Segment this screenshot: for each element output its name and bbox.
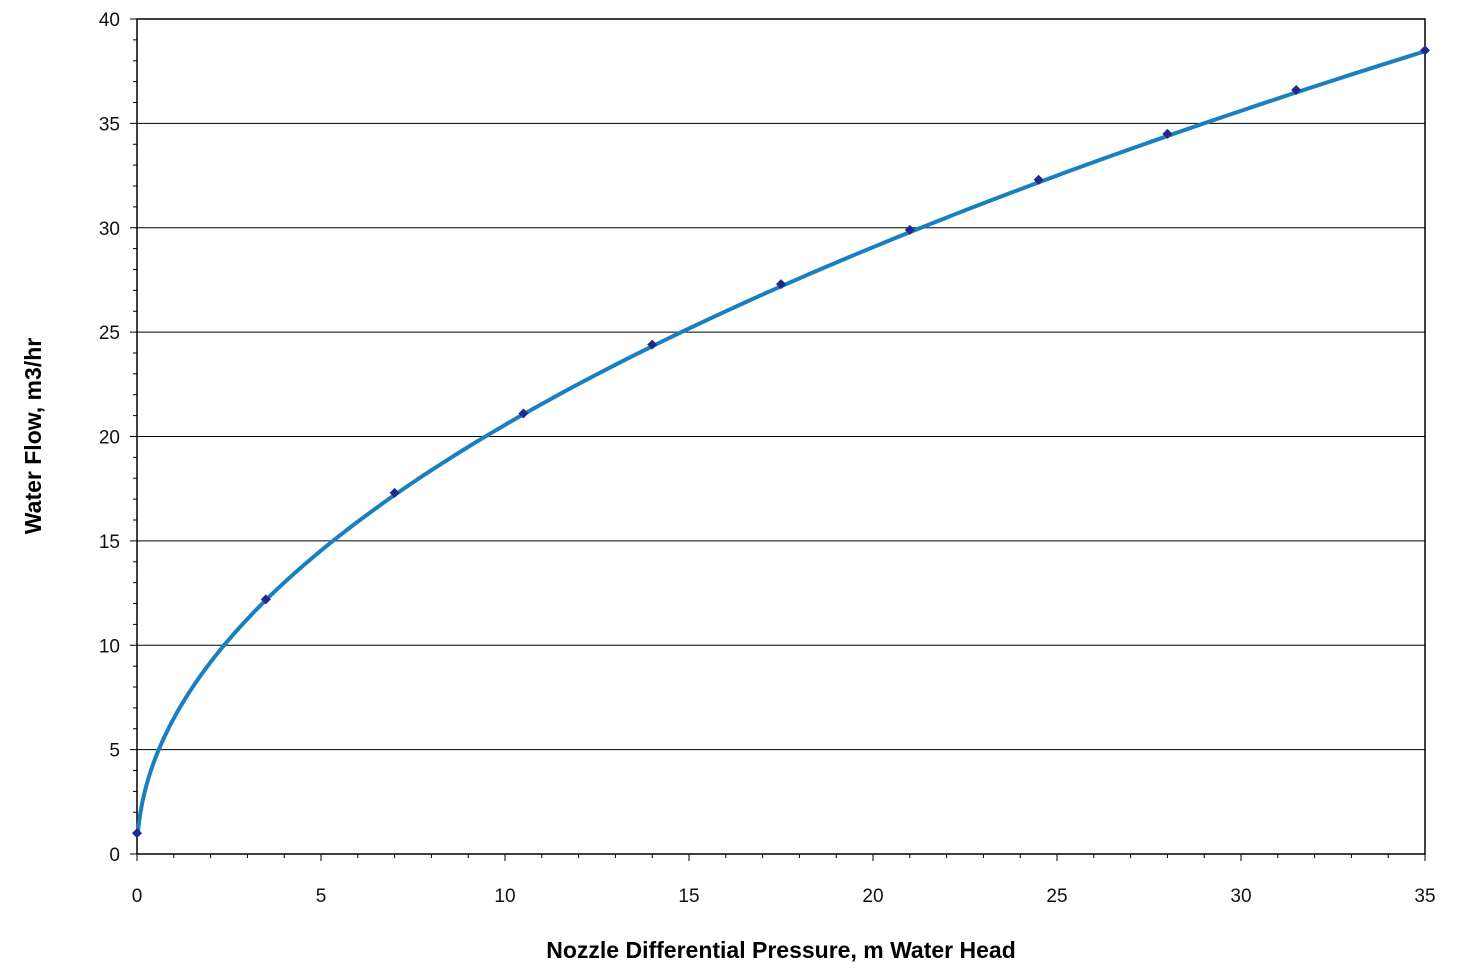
data-point <box>389 487 400 498</box>
y-axis-title: Water Flow, m3/hr <box>20 338 46 534</box>
y-tick-label: 0 <box>109 845 120 866</box>
x-tick-label: 35 <box>1414 886 1435 907</box>
x-axis-title: Nozzle Differential Pressure, m Water He… <box>546 937 1016 963</box>
data-point <box>1291 84 1302 95</box>
data-point <box>1420 45 1430 56</box>
y-tick-label: 15 <box>99 532 120 553</box>
x-axis-tick-labels: 0 5 10 15 20 25 30 35 <box>132 886 1436 907</box>
y-tick-label: 20 <box>99 428 120 449</box>
x-tick-label: 30 <box>1230 886 1251 907</box>
data-point <box>260 594 271 605</box>
series-layer <box>132 45 1430 839</box>
x-tick-label: 0 <box>132 886 143 907</box>
y-tick-label: 25 <box>99 323 120 344</box>
data-point <box>1033 174 1044 185</box>
grid-lines <box>137 122 1425 751</box>
x-tick-label: 5 <box>316 886 327 907</box>
data-point <box>1162 128 1173 139</box>
y-axis-tick-labels: 0 5 10 15 20 25 30 35 40 <box>99 10 120 866</box>
data-point <box>647 339 658 350</box>
x-tick-label: 20 <box>862 886 883 907</box>
y-tick-label: 40 <box>99 10 120 31</box>
data-point <box>132 828 142 839</box>
data-point <box>518 408 529 419</box>
x-tick-label: 10 <box>494 886 515 907</box>
y-tick-label: 5 <box>109 741 120 762</box>
x-tick-label: 25 <box>1046 886 1067 907</box>
series-0-line <box>135 49 1427 836</box>
data-point <box>776 279 786 290</box>
x-tick-label: 15 <box>678 886 699 907</box>
y-tick-label: 35 <box>99 114 120 135</box>
data-point <box>904 224 915 235</box>
y-tick-label: 30 <box>99 219 120 240</box>
y-tick-label: 10 <box>99 636 120 657</box>
minor-ticks <box>130 18 1426 861</box>
